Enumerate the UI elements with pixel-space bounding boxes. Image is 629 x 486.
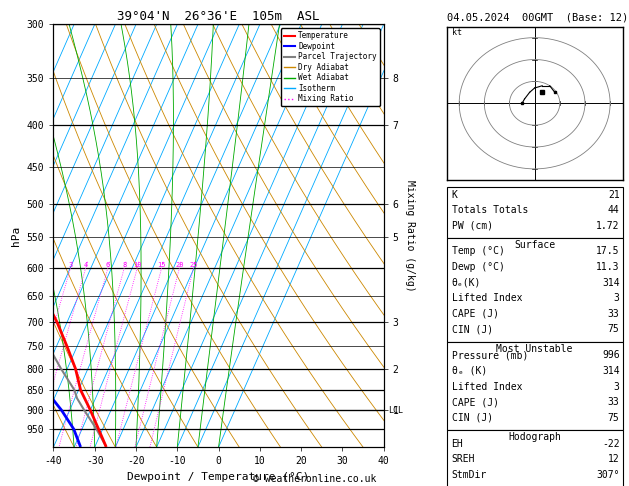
Text: 1.72: 1.72 — [596, 221, 620, 231]
Text: CAPE (J): CAPE (J) — [452, 397, 499, 407]
Text: 996: 996 — [602, 350, 620, 361]
Text: 04.05.2024  00GMT  (Base: 12): 04.05.2024 00GMT (Base: 12) — [447, 12, 628, 22]
Text: EH: EH — [452, 439, 464, 449]
Text: Totals Totals: Totals Totals — [452, 205, 528, 215]
Text: Most Unstable: Most Unstable — [496, 344, 573, 354]
X-axis label: Dewpoint / Temperature (°C): Dewpoint / Temperature (°C) — [128, 472, 309, 482]
Text: -22: -22 — [602, 439, 620, 449]
Text: 6: 6 — [106, 262, 110, 268]
Text: CIN (J): CIN (J) — [452, 413, 493, 423]
Y-axis label: hPa: hPa — [11, 226, 21, 246]
Text: θₑ (K): θₑ (K) — [452, 366, 487, 376]
Text: Pressure (mb): Pressure (mb) — [452, 350, 528, 361]
Text: © weatheronline.co.uk: © weatheronline.co.uk — [253, 473, 376, 484]
Text: CIN (J): CIN (J) — [452, 324, 493, 334]
Text: 15: 15 — [157, 262, 166, 268]
Text: 75: 75 — [608, 324, 620, 334]
Text: 33: 33 — [608, 309, 620, 319]
Text: θₑ(K): θₑ(K) — [452, 278, 481, 288]
Text: 12: 12 — [608, 454, 620, 465]
Text: 25: 25 — [189, 262, 198, 268]
Text: 3: 3 — [69, 262, 73, 268]
Text: 44: 44 — [608, 205, 620, 215]
Text: 33: 33 — [608, 397, 620, 407]
Y-axis label: Mixing Ratio (g/kg): Mixing Ratio (g/kg) — [405, 180, 415, 292]
Text: 21: 21 — [608, 190, 620, 200]
Text: 314: 314 — [602, 278, 620, 288]
Text: kt: kt — [452, 29, 462, 37]
Text: 8: 8 — [122, 262, 126, 268]
Text: 307°: 307° — [596, 470, 620, 480]
Text: 3: 3 — [614, 293, 620, 303]
Legend: Temperature, Dewpoint, Parcel Trajectory, Dry Adiabat, Wet Adiabat, Isotherm, Mi: Temperature, Dewpoint, Parcel Trajectory… — [281, 28, 380, 106]
Text: PW (cm): PW (cm) — [452, 221, 493, 231]
Text: Lifted Index: Lifted Index — [452, 293, 522, 303]
Text: 3: 3 — [614, 382, 620, 392]
Text: Dewp (°C): Dewp (°C) — [452, 262, 504, 272]
Text: 4: 4 — [84, 262, 88, 268]
Text: 17.5: 17.5 — [596, 246, 620, 257]
Text: 75: 75 — [608, 413, 620, 423]
Text: 10: 10 — [133, 262, 142, 268]
Text: Lifted Index: Lifted Index — [452, 382, 522, 392]
Text: LCL: LCL — [388, 406, 403, 415]
Text: Surface: Surface — [514, 240, 555, 250]
Text: K: K — [452, 190, 457, 200]
Text: CAPE (J): CAPE (J) — [452, 309, 499, 319]
Title: 39°04'N  26°36'E  105m  ASL: 39°04'N 26°36'E 105m ASL — [118, 10, 320, 23]
Text: SREH: SREH — [452, 454, 475, 465]
Text: Hodograph: Hodograph — [508, 432, 561, 442]
Text: StmDir: StmDir — [452, 470, 487, 480]
Text: 20: 20 — [175, 262, 184, 268]
Text: Temp (°C): Temp (°C) — [452, 246, 504, 257]
Text: 11.3: 11.3 — [596, 262, 620, 272]
Text: 314: 314 — [602, 366, 620, 376]
